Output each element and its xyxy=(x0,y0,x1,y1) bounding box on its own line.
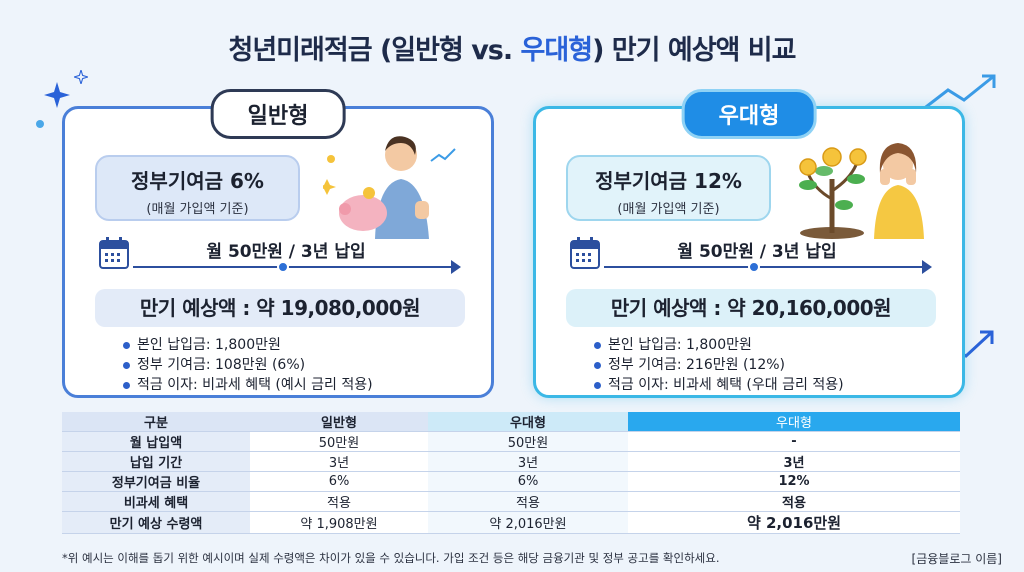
list-item: 정부 기여금: 108만원 (6%) xyxy=(123,355,373,375)
blog-name: [금융블로그 이름] xyxy=(911,552,1002,566)
rate-note: (매월 가입액 기준) xyxy=(617,202,720,217)
preferred-type-card: 우대형 정부기여금 12% (매월 가입액 기준) 월 50만원 / 3년 납 xyxy=(533,89,965,398)
table-cell: 3년 xyxy=(428,451,628,472)
table-cell: 적용 xyxy=(250,491,428,512)
list-item: 적금 이자: 비과세 혜택 (예시 금리 적용) xyxy=(123,375,373,395)
rate-label: 정부기여금 6% xyxy=(131,169,264,193)
table-cell: - xyxy=(628,431,960,452)
footnote: *위 예시는 이해를 돕기 위한 예시이며 실제 수령액은 차이가 있을 수 있… xyxy=(62,551,720,565)
timeline-arrow xyxy=(922,260,932,274)
dot-decoration xyxy=(36,120,44,128)
sparkle-icon xyxy=(74,70,88,84)
payment-terms: 월 50만원 / 3년 납입 xyxy=(206,242,366,262)
table-cell: 3년 xyxy=(628,451,960,472)
detail-list: 본인 납입금: 1,800만원 정부 기여금: 216만원 (12%) 적금 이… xyxy=(594,335,844,395)
sparkle-icon xyxy=(44,82,70,108)
timeline-dot xyxy=(748,261,760,273)
table-row: 만기 예상 수령액 약 1,908만원 약 2,016만원 약 2,016만원 xyxy=(62,511,960,534)
timeline-dot xyxy=(277,261,289,273)
table-cell: 50만원 xyxy=(250,431,428,452)
table-cell: 월 납입액 xyxy=(62,431,250,452)
calendar-icon xyxy=(570,237,600,269)
table-cell: 3년 xyxy=(250,451,428,472)
table-header: 우대형 xyxy=(628,412,960,432)
table-row: 납입 기간 3년 3년 3년 xyxy=(62,451,960,472)
list-item: 정부 기여금: 216만원 (12%) xyxy=(594,355,844,375)
maturity-amount: 만기 예상액 : 약 20,160,000원 xyxy=(566,289,936,327)
rate-box: 정부기여금 6% (매월 가입액 기준) xyxy=(95,155,300,221)
table-cell: 약 2,016만원 xyxy=(428,511,628,534)
table-cell: 약 1,908만원 xyxy=(250,511,428,534)
money-tree-illustration xyxy=(799,143,924,239)
payment-terms: 월 50만원 / 3년 납입 xyxy=(677,242,837,262)
payment-timeline: 월 50만원 / 3년 납입 xyxy=(570,237,942,277)
rate-label: 정부기여금 12% xyxy=(595,169,742,193)
table-header: 일반형 xyxy=(250,412,428,432)
table-header: 구분 xyxy=(62,412,250,432)
list-item: 적금 이자: 비과세 혜택 (우대 금리 적용) xyxy=(594,375,844,395)
maturity-amount: 만기 예상액 : 약 19,080,000원 xyxy=(95,289,465,327)
trend-arrow-icon xyxy=(921,74,996,112)
table-row: 비과세 혜택 적용 적용 적용 xyxy=(62,491,960,512)
calendar-icon xyxy=(99,237,129,269)
table-cell: 6% xyxy=(428,471,628,492)
table-cell: 납입 기간 xyxy=(62,451,250,472)
table-row: 월 납입액 50만원 50만원 - xyxy=(62,431,960,452)
general-type-card: 일반형 정부기여금 6% (매월 가입액 기준) 월 50만원 / 3년 납입 … xyxy=(62,89,494,398)
table-cell: 비과세 혜택 xyxy=(62,491,250,512)
comparison-table: 구분 일반형 우대형 우대형 월 납입액 50만원 50만원 - 납입 기간 3… xyxy=(62,412,960,534)
timeline-line xyxy=(133,266,455,268)
table-cell: 50만원 xyxy=(428,431,628,452)
rate-box: 정부기여금 12% (매월 가입액 기준) xyxy=(566,155,771,221)
card-tag: 일반형 xyxy=(210,89,346,139)
piggy-bank-illustration xyxy=(323,136,456,239)
detail-list: 본인 납입금: 1,800만원 정부 기여금: 108만원 (6%) 적금 이자… xyxy=(123,335,373,395)
table-cell: 12% xyxy=(628,471,960,492)
card-tag: 우대형 xyxy=(681,89,817,139)
list-item: 본인 납입금: 1,800만원 xyxy=(594,335,844,355)
table-row: 정부기여금 비율 6% 6% 12% xyxy=(62,471,960,492)
list-item: 본인 납입금: 1,800만원 xyxy=(123,335,373,355)
timeline-line xyxy=(604,266,926,268)
timeline-arrow xyxy=(451,260,461,274)
page-title: 청년미래적금 (일반형 vs. 우대형) 만기 예상액 비교 xyxy=(228,35,797,66)
table-cell: 적용 xyxy=(428,491,628,512)
table-cell: 6% xyxy=(250,471,428,492)
table-cell: 약 2,016만원 xyxy=(628,511,960,534)
table-header-row: 구분 일반형 우대형 우대형 xyxy=(62,412,960,432)
rate-note: (매월 가입액 기준) xyxy=(146,202,249,217)
table-cell: 적용 xyxy=(628,491,960,512)
table-cell: 정부기여금 비율 xyxy=(62,471,250,492)
table-cell: 만기 예상 수령액 xyxy=(62,511,250,534)
payment-timeline: 월 50만원 / 3년 납입 xyxy=(99,237,471,277)
table-header: 우대형 xyxy=(428,412,628,432)
